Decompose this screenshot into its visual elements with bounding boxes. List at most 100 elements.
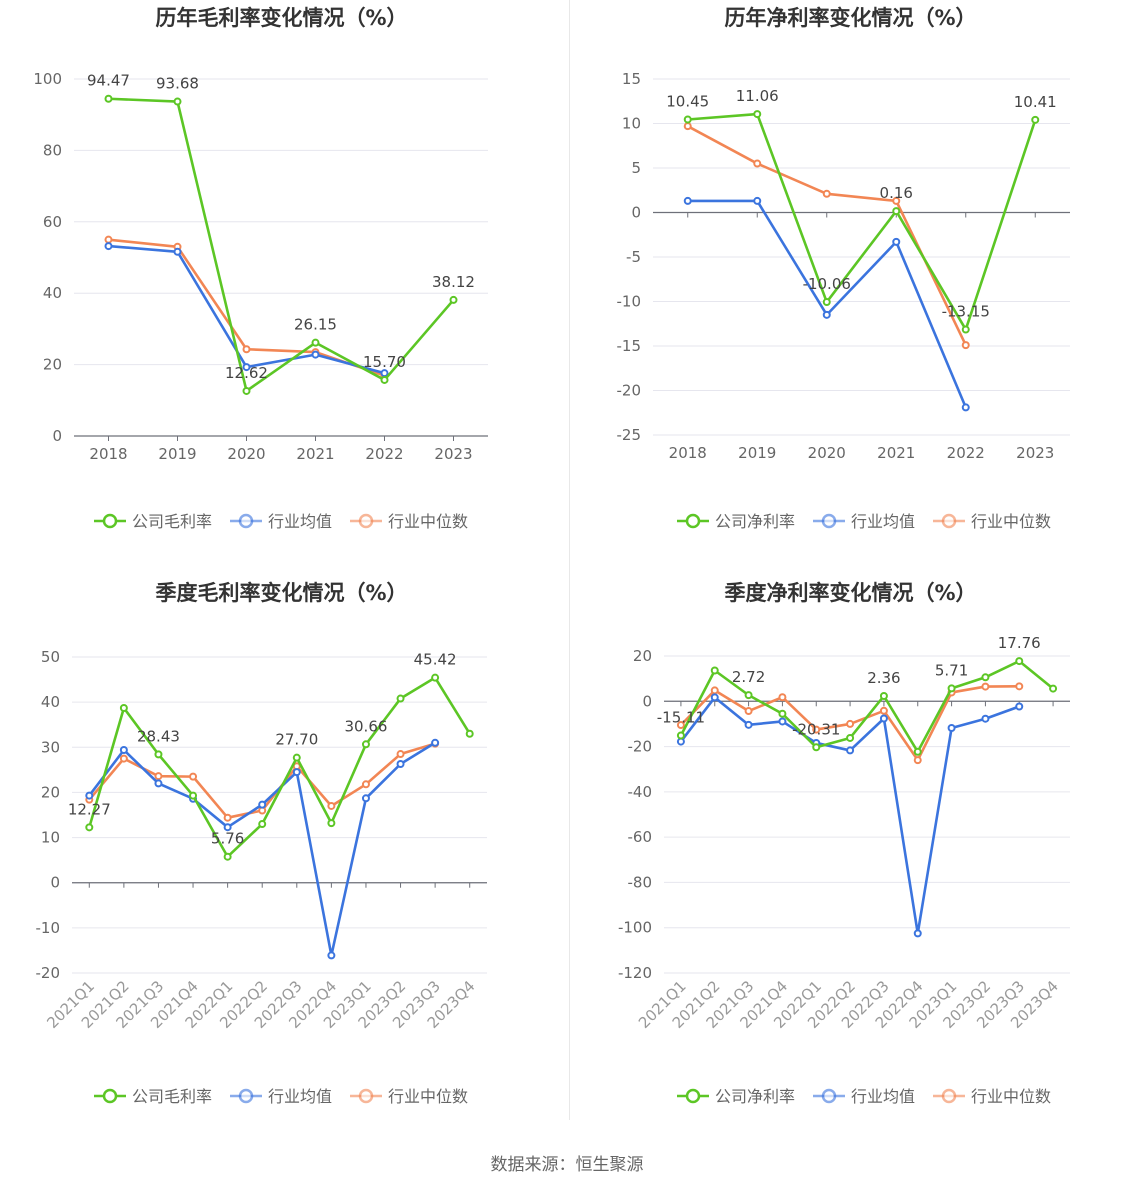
series-line	[88, 741, 436, 957]
legend-marker	[238, 1088, 254, 1104]
x-tick-label: 2021	[877, 444, 915, 462]
x-tick-label: 2019	[738, 444, 776, 462]
chart-title: 历年净利率变化情况（%）	[724, 6, 976, 30]
y-tick-label: 0	[52, 427, 62, 445]
y-tick-label: -10	[617, 293, 642, 311]
legend-item: 行业均值	[230, 1087, 332, 1106]
data-point	[223, 823, 232, 832]
legend-marker	[102, 513, 118, 529]
legend-marker	[685, 1088, 701, 1104]
industry-avg-series	[104, 242, 389, 378]
data-point	[154, 772, 163, 781]
company-series	[85, 673, 474, 861]
legend-item: 行业中位数	[350, 1087, 468, 1106]
data-point	[710, 686, 719, 695]
data-point	[822, 310, 831, 319]
industry-avg-series	[683, 196, 970, 412]
data-label: 38.12	[432, 273, 475, 291]
chart-quarterly-net-margin: 季度净利率变化情况（%） -120 -100 -80 -60 -40 -20 0 20 2021Q…	[571, 575, 1134, 1135]
data-point	[311, 350, 320, 359]
data-point	[104, 235, 113, 244]
y-tick-label: 40	[43, 284, 62, 302]
legend-label: 行业均值	[851, 512, 915, 531]
data-label: 30.66	[344, 717, 387, 735]
data-point	[778, 693, 787, 702]
y-tick-label: -20	[617, 382, 642, 400]
data-label: -20.31	[792, 720, 840, 738]
data-point	[710, 693, 719, 702]
legend-label: 公司毛利率	[132, 512, 212, 531]
data-point	[223, 813, 232, 822]
data-point	[327, 951, 336, 960]
data-point	[892, 196, 901, 205]
legend-marker	[821, 1088, 837, 1104]
industry-median-series	[85, 739, 440, 822]
data-point	[892, 207, 901, 216]
data-point	[947, 684, 956, 693]
data-point	[189, 791, 198, 800]
chart-svg: 季度净利率变化情况（%）-120-100-80-60-40-200202021Q…	[618, 581, 1070, 1106]
data-label: 10.41	[1014, 93, 1057, 111]
data-point	[292, 753, 301, 762]
data-label: 11.06	[736, 87, 779, 105]
data-point	[154, 779, 163, 788]
data-label: -13.15	[942, 303, 990, 321]
data-label: 5.71	[935, 661, 968, 679]
y-tick-label: 0	[50, 874, 60, 892]
data-point	[981, 682, 990, 691]
y-tick-label: -15	[617, 337, 642, 355]
legend-item: 行业中位数	[350, 512, 468, 531]
data-point	[683, 196, 692, 205]
data-point	[683, 122, 692, 131]
data-point	[85, 823, 94, 832]
data-point	[258, 820, 267, 829]
y-tick-label: -25	[617, 426, 642, 444]
data-point	[913, 756, 922, 765]
chart-title: 季度净利率变化情况（%）	[724, 581, 976, 605]
legend-marker	[358, 513, 374, 529]
data-point	[119, 704, 128, 713]
industry-avg-series	[676, 693, 1024, 938]
y-tick-label: 80	[43, 141, 62, 159]
y-tick-label: -120	[618, 964, 652, 982]
data-point	[753, 159, 762, 168]
data-point	[242, 345, 251, 354]
data-point	[1031, 115, 1040, 124]
y-tick-label: -10	[36, 919, 61, 937]
chart-quarterly-gross-margin: 季度毛利率变化情况（%） -20 -10 0 10 20 30 40 50 2021Q1 2021Q…	[0, 575, 567, 1135]
data-point	[846, 746, 855, 755]
y-tick-label: 50	[41, 648, 60, 666]
data-point	[242, 386, 251, 395]
x-tick-label: 2020	[227, 445, 265, 463]
data-point	[396, 759, 405, 768]
y-tick-label: 5	[631, 159, 641, 177]
x-tick-label: 2019	[158, 445, 196, 463]
y-tick-label: -20	[628, 738, 653, 756]
legend-marker	[358, 1088, 374, 1104]
data-label: 28.43	[137, 727, 180, 745]
data-point	[1015, 682, 1024, 691]
legend-item: 公司净利率	[677, 1087, 795, 1106]
data-label: 0.16	[880, 184, 913, 202]
company-series	[676, 657, 1058, 756]
data-point	[223, 852, 232, 861]
legend-marker	[941, 513, 957, 529]
data-point	[292, 768, 301, 777]
data-label: 94.47	[87, 72, 130, 90]
y-tick-label: 10	[41, 829, 60, 847]
data-label: 2.72	[732, 668, 765, 686]
data-point	[189, 772, 198, 781]
legend-marker	[102, 1088, 118, 1104]
data-point	[879, 706, 888, 715]
series-line	[679, 696, 1020, 935]
legend-item: 行业均值	[813, 512, 915, 531]
legend-label: 行业中位数	[971, 512, 1051, 531]
data-point	[879, 691, 888, 700]
x-tick-label: 2018	[89, 445, 127, 463]
legend-item: 行业均值	[230, 512, 332, 531]
y-tick-label: 40	[41, 693, 60, 711]
data-label: -15.11	[657, 708, 705, 726]
legend-label: 行业中位数	[388, 512, 468, 531]
y-tick-label: -20	[36, 964, 61, 982]
data-point	[361, 780, 370, 789]
